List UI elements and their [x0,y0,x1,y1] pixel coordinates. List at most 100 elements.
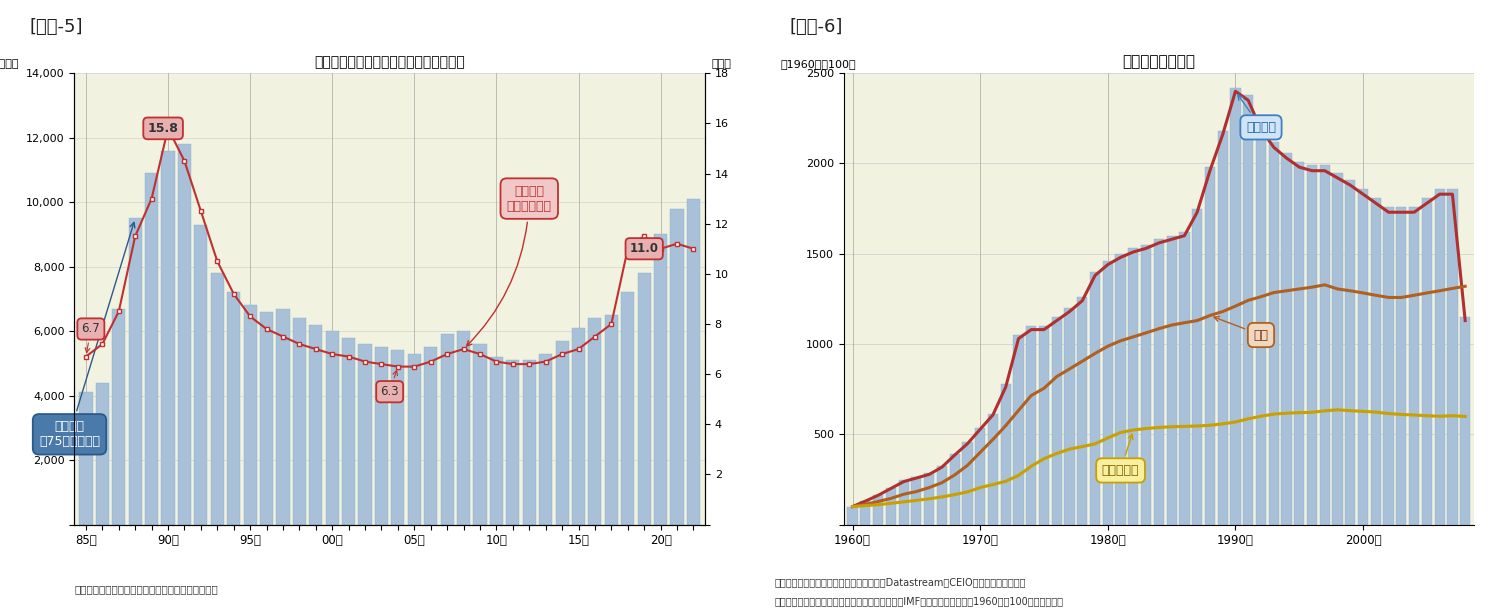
Bar [1026,326,1036,525]
Text: 年収倍率
（右目盛り）: 年収倍率 （右目盛り） [466,185,552,346]
Bar [1282,152,1291,525]
Text: 15.8: 15.8 [147,122,179,135]
Text: 6.7: 6.7 [82,323,100,353]
Bar [555,341,569,525]
Bar [523,360,536,525]
Bar [1218,131,1228,525]
Bar [457,331,471,525]
Text: 6.3: 6.3 [380,370,399,398]
Bar [1090,272,1100,525]
Bar [962,442,972,525]
Bar [1154,239,1164,525]
Bar [177,144,191,525]
Bar [605,315,618,525]
Text: （注）土地は全国市街地（全用途平均）、賃金はIMFの賃金指数を使用、1960年＝100として指数化: （注）土地は全国市街地（全用途平均）、賃金はIMFの賃金指数を使用、1960年＝… [774,596,1063,606]
Text: 賃金: 賃金 [1214,317,1269,342]
Bar [847,506,858,525]
Bar [161,151,174,525]
Text: [図表-6]: [図表-6] [789,18,843,37]
Bar [490,357,503,525]
Bar [621,292,634,525]
Bar [277,309,289,525]
Bar [1333,173,1343,525]
Text: （資料）総務省（日本の長期統計系列）、Datastream、CEIOのデータを元に作成: （資料）総務省（日本の長期統計系列）、Datastream、CEIOのデータを元… [774,578,1026,587]
Text: （資料）東京都「東京の土地」のデータを元に作成: （資料）東京都「東京の土地」のデータを元に作成 [74,584,219,594]
Bar [873,495,883,525]
Bar [326,331,339,525]
Bar [1255,124,1266,525]
Bar [1103,261,1112,525]
Bar [1051,317,1062,525]
Bar [194,224,207,525]
Text: 11.0: 11.0 [630,242,658,255]
Bar [359,344,372,525]
Bar [1371,198,1380,525]
Bar [261,312,272,525]
Text: （万円）: （万円） [0,59,19,69]
Bar [144,173,158,525]
Bar [1166,235,1176,525]
Bar [1129,248,1139,525]
Bar [1001,384,1011,525]
Bar [1409,207,1419,525]
Bar [128,218,141,525]
Text: 土地価格: 土地価格 [1237,95,1276,134]
Bar [424,347,438,525]
Bar [1014,335,1023,525]
Bar [112,309,125,525]
Bar [1461,317,1470,525]
Bar [1269,142,1279,525]
Bar [1179,232,1190,525]
Bar [925,473,934,525]
Bar [293,318,305,525]
Bar [987,414,998,525]
Bar [408,354,421,525]
Bar [670,209,683,525]
Bar [1434,188,1444,525]
Title: 日本の不動産価格: 日本の不動産価格 [1123,54,1196,70]
Bar [79,392,92,525]
Bar [375,347,389,525]
Bar [975,428,986,525]
Text: 消費者物価: 消費者物価 [1102,434,1139,477]
Bar [1447,188,1458,525]
Bar [1115,254,1126,525]
Bar [441,334,454,525]
Bar [686,199,700,525]
Bar [911,477,922,525]
Title: 東京都区部の住宅価格と年収倍率の推移: 東京都区部の住宅価格と年収倍率の推移 [314,56,465,70]
Bar [506,360,520,525]
Bar [1077,297,1087,525]
Bar [244,306,256,525]
Bar [588,318,602,525]
Bar [1307,165,1318,525]
Bar [95,382,109,525]
Bar [211,273,223,525]
Bar [1358,188,1368,525]
Bar [474,344,487,525]
Bar [950,454,960,525]
Bar [539,354,552,525]
Text: [図表-5]: [図表-5] [30,18,83,37]
Bar [1141,245,1151,525]
Bar [1294,162,1304,525]
Bar [228,292,240,525]
Bar [1345,180,1355,525]
Bar [861,501,871,525]
Bar [898,480,908,525]
Bar [572,328,585,525]
Bar [1193,209,1202,525]
Bar [392,351,405,525]
Bar [1319,165,1330,525]
Bar [637,273,651,525]
Bar [1397,207,1407,525]
Bar [1205,167,1215,525]
Bar [886,487,896,525]
Bar [1039,326,1050,525]
Bar [342,337,356,525]
Bar [1243,95,1254,525]
Text: 住宅価格
（75㎡当たり）: 住宅価格 （75㎡当たり） [39,223,135,448]
Bar [1230,88,1240,525]
Bar [654,234,667,525]
Text: （1960年＝100）: （1960年＝100） [780,59,856,69]
